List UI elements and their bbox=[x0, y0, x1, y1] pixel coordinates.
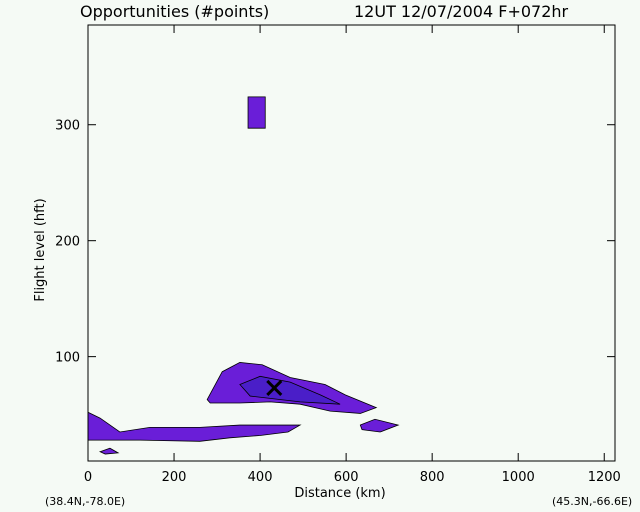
x-tick-label: 1200 bbox=[588, 470, 621, 485]
x-tick-label: 600 bbox=[334, 470, 359, 485]
chart-subtitle: 12UT 12/07/2004 F+072hr bbox=[354, 2, 569, 21]
y-axis-label: Flight level (hft) bbox=[33, 198, 48, 301]
y-tick-label: 200 bbox=[55, 235, 80, 250]
right-corner-label: (45.3N,-66.6E) bbox=[552, 495, 632, 508]
chart-title: Opportunities (#points) bbox=[80, 2, 269, 21]
x-axis-label: Distance (km) bbox=[294, 486, 385, 501]
x-tick-label: 800 bbox=[420, 470, 445, 485]
contour-region bbox=[247, 96, 266, 129]
contour-region bbox=[98, 447, 120, 455]
contour-region bbox=[87, 411, 302, 442]
plot-frame bbox=[87, 24, 616, 462]
y-tick-label: 300 bbox=[55, 119, 80, 134]
x-tick-label: 400 bbox=[248, 470, 273, 485]
max-marker bbox=[266, 379, 283, 397]
x-tick-label: 1000 bbox=[502, 470, 535, 485]
x-tick-label: 0 bbox=[84, 470, 92, 485]
contour-region bbox=[239, 375, 341, 405]
left-corner-label: (38.4N,-78.0E) bbox=[45, 495, 125, 508]
contour-region bbox=[359, 418, 400, 433]
y-tick-label: 100 bbox=[55, 351, 80, 366]
x-tick-label: 200 bbox=[162, 470, 187, 485]
